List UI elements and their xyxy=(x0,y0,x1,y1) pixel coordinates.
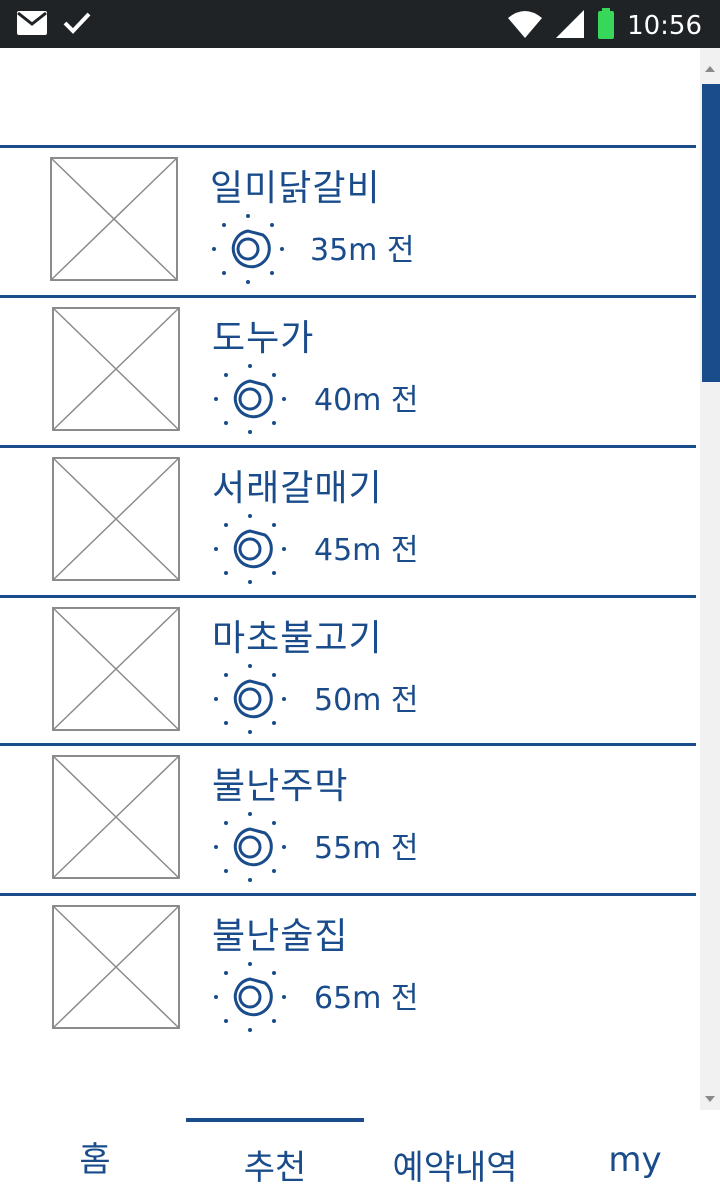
bottom-tab-bar: 홈 추천 예약내역 my xyxy=(0,1110,720,1200)
list-item[interactable]: 불난주막 55m 전 xyxy=(0,743,696,893)
status-time: 10:56 xyxy=(627,11,702,41)
wait-time-icon xyxy=(214,962,286,1032)
scroll-down-arrow-icon[interactable] xyxy=(700,1082,720,1116)
divider xyxy=(0,145,696,148)
divider xyxy=(0,445,696,448)
tab-home[interactable]: 홈 xyxy=(40,1110,150,1200)
list-item[interactable]: 불난술집 65m 전 xyxy=(0,893,696,1043)
tab-reservations[interactable]: 예약내역 xyxy=(380,1110,530,1200)
restaurant-list: 일미닭갈비 35m 전 도누가 40m 전 서래갈매기 45m 전 마초불고기 … xyxy=(0,48,700,1108)
list-item[interactable]: 서래갈매기 45m 전 xyxy=(0,445,696,595)
image-placeholder xyxy=(50,157,178,281)
divider xyxy=(0,595,696,598)
list-item[interactable]: 도누가 40m 전 xyxy=(0,295,696,445)
active-tab-indicator xyxy=(186,1118,364,1122)
scrollbar[interactable] xyxy=(700,48,720,1116)
wait-time-icon xyxy=(214,364,286,434)
tab-label: 추천 xyxy=(243,1148,307,1188)
tab-label: 홈 xyxy=(79,1140,111,1180)
restaurant-name: 서래갈매기 xyxy=(212,468,383,509)
image-placeholder xyxy=(52,457,180,581)
tab-label: my xyxy=(608,1140,662,1180)
wait-time: 35m 전 xyxy=(310,233,415,268)
battery-icon xyxy=(597,8,615,44)
tab-label: 예약내역 xyxy=(392,1148,518,1188)
divider xyxy=(0,295,696,298)
scrollbar-thumb[interactable] xyxy=(702,84,720,382)
wait-time-icon xyxy=(214,514,286,584)
signal-icon xyxy=(555,9,585,43)
image-placeholder xyxy=(52,905,180,1029)
wait-time-icon xyxy=(214,812,286,882)
wait-time: 65m 전 xyxy=(314,981,419,1016)
restaurant-name: 마초불고기 xyxy=(212,618,383,659)
wifi-icon xyxy=(507,9,543,43)
mail-icon xyxy=(16,10,48,40)
tab-my[interactable]: my xyxy=(580,1110,690,1200)
restaurant-name: 불난주막 xyxy=(212,766,349,807)
list-item[interactable]: 일미닭갈비 35m 전 xyxy=(0,145,696,295)
list-item[interactable]: 마초불고기 50m 전 xyxy=(0,595,696,745)
status-bar: 10:56 xyxy=(0,0,720,48)
wait-time: 50m 전 xyxy=(314,683,419,718)
wait-time-icon xyxy=(212,214,284,284)
restaurant-name: 불난술집 xyxy=(212,916,349,957)
restaurant-name: 일미닭갈비 xyxy=(210,168,381,209)
wait-time-icon xyxy=(214,664,286,734)
scroll-up-arrow-icon[interactable] xyxy=(700,56,720,80)
restaurant-name: 도누가 xyxy=(212,318,315,359)
wait-time: 45m 전 xyxy=(314,533,419,568)
image-placeholder xyxy=(52,307,180,431)
divider xyxy=(0,743,696,746)
image-placeholder xyxy=(52,607,180,731)
wait-time: 55m 전 xyxy=(314,831,419,866)
check-icon xyxy=(62,10,92,40)
tab-recommend[interactable]: 추천 xyxy=(186,1110,364,1200)
image-placeholder xyxy=(52,755,180,879)
wait-time: 40m 전 xyxy=(314,383,419,418)
divider xyxy=(0,893,696,896)
